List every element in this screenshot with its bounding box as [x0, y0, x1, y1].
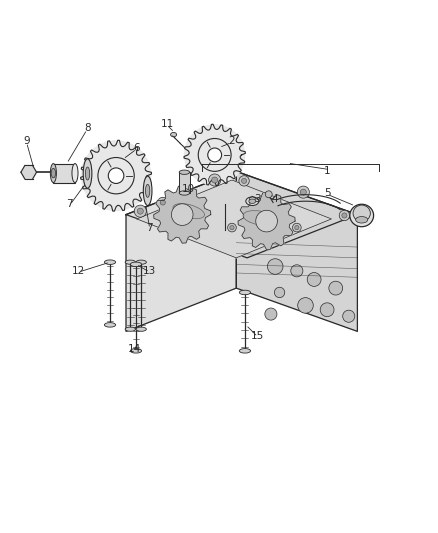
Ellipse shape [246, 197, 259, 206]
Circle shape [291, 265, 303, 277]
Text: 8: 8 [84, 123, 90, 133]
Text: 7: 7 [146, 223, 153, 232]
Circle shape [307, 272, 321, 286]
Circle shape [329, 281, 343, 295]
Ellipse shape [125, 260, 135, 264]
Text: 9: 9 [23, 136, 30, 146]
Circle shape [342, 213, 347, 218]
Circle shape [320, 303, 334, 317]
Ellipse shape [85, 167, 90, 180]
Text: 10: 10 [182, 184, 195, 193]
Bar [53, 164, 75, 183]
Text: 4: 4 [272, 195, 279, 205]
Circle shape [158, 197, 168, 208]
Polygon shape [154, 186, 211, 243]
Ellipse shape [243, 211, 277, 225]
Circle shape [339, 211, 350, 221]
Text: 6: 6 [134, 143, 140, 152]
Ellipse shape [143, 176, 152, 206]
Ellipse shape [173, 204, 205, 219]
Ellipse shape [179, 191, 190, 195]
Text: 2: 2 [229, 136, 235, 146]
Circle shape [343, 310, 355, 322]
Circle shape [212, 177, 218, 183]
Circle shape [298, 297, 313, 313]
Ellipse shape [131, 349, 141, 353]
Text: 3: 3 [254, 195, 261, 205]
Polygon shape [137, 180, 332, 258]
Circle shape [295, 225, 299, 230]
Ellipse shape [125, 327, 135, 332]
Circle shape [297, 186, 309, 198]
Ellipse shape [136, 260, 146, 264]
Circle shape [171, 204, 193, 225]
Ellipse shape [131, 262, 141, 266]
Circle shape [265, 308, 277, 320]
Ellipse shape [104, 260, 116, 264]
Circle shape [160, 200, 166, 205]
Text: 7: 7 [67, 199, 73, 209]
Circle shape [265, 191, 272, 198]
Polygon shape [21, 165, 36, 179]
Text: 5: 5 [324, 188, 330, 198]
Bar [179, 172, 190, 193]
Circle shape [239, 176, 249, 186]
Circle shape [274, 287, 285, 297]
Text: 11: 11 [160, 119, 174, 129]
Circle shape [108, 168, 124, 183]
Ellipse shape [51, 168, 56, 178]
Circle shape [198, 139, 231, 172]
Circle shape [300, 189, 306, 195]
Text: 1: 1 [324, 166, 330, 176]
Circle shape [268, 259, 283, 274]
Circle shape [81, 140, 152, 211]
Polygon shape [126, 172, 357, 258]
Ellipse shape [356, 216, 368, 223]
Circle shape [134, 205, 146, 217]
Circle shape [137, 208, 143, 214]
Ellipse shape [350, 204, 374, 227]
Circle shape [208, 148, 222, 162]
Text: 12: 12 [72, 266, 85, 276]
Ellipse shape [145, 184, 150, 197]
Circle shape [241, 178, 247, 183]
Ellipse shape [353, 205, 371, 222]
Ellipse shape [72, 164, 78, 183]
Polygon shape [81, 140, 152, 211]
Ellipse shape [136, 327, 146, 332]
Circle shape [230, 225, 234, 230]
Polygon shape [126, 172, 236, 332]
Circle shape [293, 223, 301, 232]
Ellipse shape [249, 199, 256, 204]
Text: 14: 14 [128, 344, 141, 354]
Ellipse shape [239, 349, 251, 353]
Ellipse shape [104, 322, 116, 327]
Ellipse shape [239, 290, 251, 295]
Circle shape [98, 158, 134, 194]
Polygon shape [238, 192, 295, 249]
Circle shape [208, 174, 221, 186]
Ellipse shape [83, 159, 92, 188]
Ellipse shape [170, 132, 177, 137]
Text: 15: 15 [251, 330, 265, 341]
Polygon shape [184, 124, 245, 185]
Ellipse shape [179, 170, 190, 174]
Circle shape [184, 124, 245, 185]
Ellipse shape [50, 164, 57, 183]
Circle shape [256, 211, 277, 232]
Text: 13: 13 [143, 266, 156, 276]
Circle shape [228, 223, 236, 232]
Polygon shape [236, 172, 357, 332]
